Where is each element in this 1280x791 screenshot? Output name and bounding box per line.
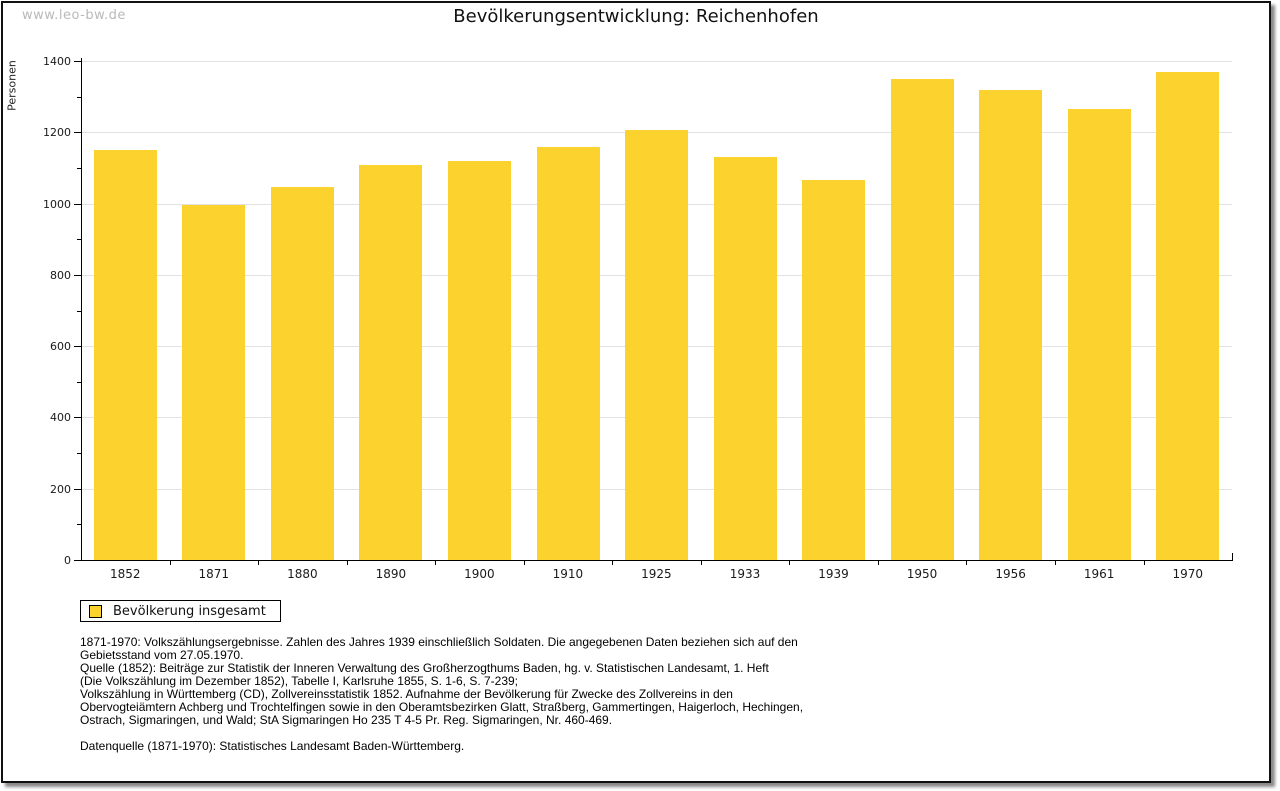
x-axis-tick-label: 1890 xyxy=(375,567,407,581)
x-axis-tick-label: 1970 xyxy=(1172,567,1204,581)
footnote-line: Obervogteiämtern Achberg und Trochtelfin… xyxy=(80,700,804,714)
x-axis-tick xyxy=(346,560,348,565)
x-axis-tick-label: 1956 xyxy=(995,567,1026,581)
footnote-line: Volkszählung in Württemberg (CD), Zollve… xyxy=(80,687,733,701)
y-axis-minor-tick xyxy=(77,310,81,312)
x-axis-tick-label: 1900 xyxy=(464,567,495,581)
x-axis-tick xyxy=(1143,560,1145,565)
y-axis-tick xyxy=(74,488,81,490)
bar xyxy=(447,160,511,560)
x-axis-tick-label: 1925 xyxy=(641,567,672,581)
x-axis-end-tick xyxy=(1232,553,1233,560)
footnote-line: (Die Volkszählung im Dezember 1852), Tab… xyxy=(80,674,519,688)
y-axis-tick-label: 1000 xyxy=(43,197,71,211)
bar xyxy=(979,89,1043,560)
x-axis-tick-label: 1933 xyxy=(729,567,761,581)
x-axis-tick xyxy=(169,560,171,565)
x-axis-line xyxy=(81,560,1233,561)
y-axis-tick xyxy=(74,560,81,561)
y-axis-minor-tick xyxy=(77,167,81,169)
bar xyxy=(536,147,600,560)
y-axis-tick-label: 1200 xyxy=(43,126,71,140)
y-axis-tick xyxy=(74,61,81,62)
chart-title: Bevölkerungsentwicklung: Reichenhofen xyxy=(453,6,819,27)
x-axis-tick-label: 1871 xyxy=(198,567,230,581)
footnote-line: Ostrach, Sigmaringen, und Wald; StA Sigm… xyxy=(80,713,613,727)
x-axis-tick-label: 1880 xyxy=(287,567,318,581)
legend: Bevölkerung insgesamt xyxy=(80,600,281,622)
x-axis-tick xyxy=(612,560,614,565)
bar xyxy=(359,165,423,560)
x-axis-tick-label: 1961 xyxy=(1083,567,1115,581)
footnote-line: 1871-1970: Volkszählungsergebnisse. Zahl… xyxy=(80,635,798,649)
y-axis-tick-label: 1400 xyxy=(43,55,71,68)
x-axis-tick xyxy=(966,560,968,565)
gridline xyxy=(82,61,1232,62)
watermark: www.leo-bw.de xyxy=(22,8,126,23)
x-axis-tick xyxy=(1054,560,1056,565)
data-source-note: Datenquelle (1871-1970): Statistisches L… xyxy=(80,739,465,753)
bar xyxy=(625,130,688,560)
y-axis-tick-label: 400 xyxy=(50,411,71,425)
x-axis-tick-label: 1910 xyxy=(552,567,584,581)
y-axis-tick xyxy=(74,274,81,276)
x-axis-tick-label: 1950 xyxy=(906,567,938,581)
bar xyxy=(1156,72,1220,560)
bar xyxy=(1067,109,1131,560)
footnote-line: Gebietsstand vom 27.05.1970. xyxy=(80,648,244,662)
y-axis-minor-tick xyxy=(77,96,81,98)
y-axis-tick-label: 200 xyxy=(50,482,71,496)
footnotes: 1871-1970: Volkszählungsergebnisse. Zahl… xyxy=(80,636,1230,727)
x-axis-tick xyxy=(435,560,437,565)
bar xyxy=(802,180,866,560)
legend-label: Bevölkerung insgesamt xyxy=(113,603,266,619)
y-axis-tick xyxy=(74,132,81,134)
y-axis-minor-tick xyxy=(77,453,81,455)
bar xyxy=(270,187,334,560)
y-axis-minor-tick xyxy=(77,524,81,526)
x-axis-tick-label: 1852 xyxy=(109,567,141,581)
footnote-line: Quelle (1852): Beiträge zur Statistik de… xyxy=(80,661,769,675)
y-axis-tick xyxy=(74,346,81,348)
x-axis-tick xyxy=(700,560,702,565)
y-axis-tick-label: 800 xyxy=(50,268,71,282)
x-axis-tick-label: 1939 xyxy=(818,567,849,581)
plot-area: 0 200 400 600 800 1000 1200 1400 1852 1871 1880 189… xyxy=(3,3,1269,781)
bar xyxy=(93,150,157,560)
x-axis-tick xyxy=(877,560,879,565)
y-axis-tick-label: 600 xyxy=(50,340,71,354)
y-axis-tick xyxy=(74,203,81,205)
bar xyxy=(890,78,954,560)
y-axis-tick xyxy=(74,417,81,419)
legend-swatch-icon xyxy=(89,604,102,618)
bar xyxy=(713,156,777,560)
y-axis-line xyxy=(81,58,82,561)
x-axis-tick xyxy=(523,560,525,565)
y-axis-minor-tick xyxy=(77,381,81,383)
x-axis-tick xyxy=(258,560,260,565)
x-axis-tick xyxy=(789,560,791,565)
bar xyxy=(182,205,246,560)
y-axis-minor-tick xyxy=(77,239,81,241)
y-axis-tick-label: 0 xyxy=(64,554,71,567)
